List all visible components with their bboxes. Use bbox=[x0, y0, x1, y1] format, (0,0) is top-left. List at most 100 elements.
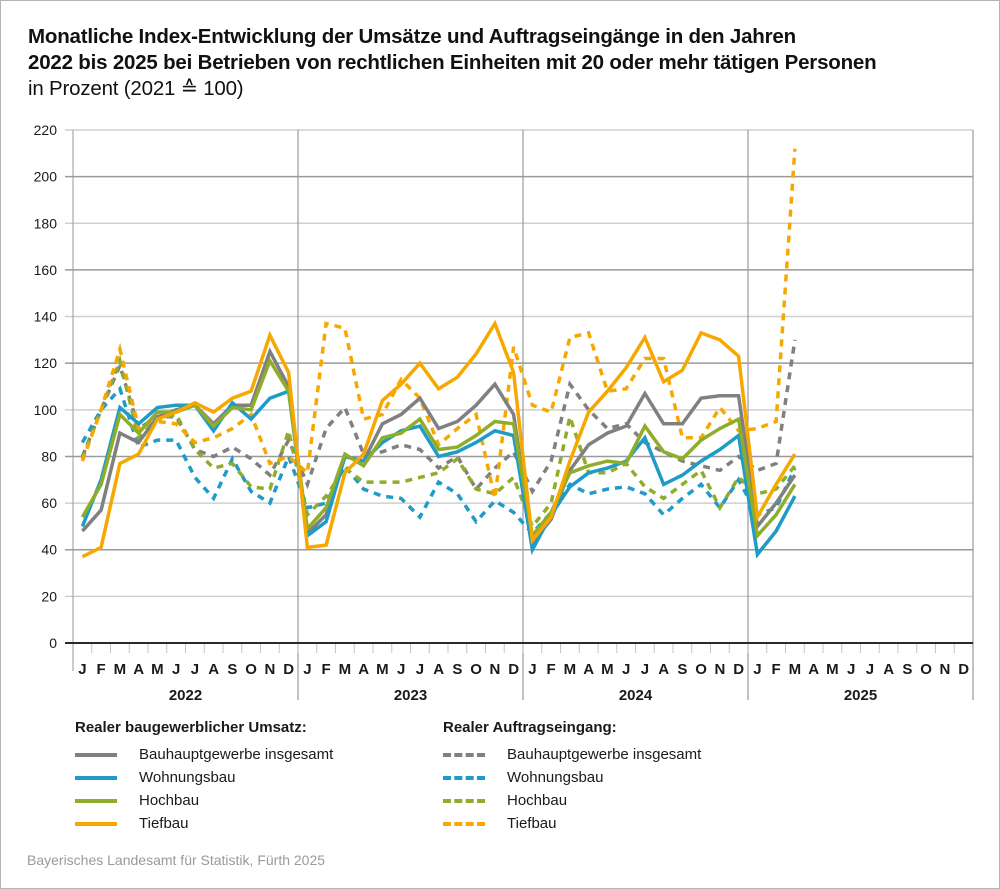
legend-item: Wohnungsbau bbox=[75, 766, 333, 789]
x-tick-label: A bbox=[583, 661, 594, 678]
legend-umsatz: Realer baugewerblicher Umsatz: Bauhauptg… bbox=[75, 718, 333, 835]
x-tick-label: A bbox=[433, 661, 444, 678]
legend-item: Tiefbau bbox=[75, 812, 333, 835]
legend-item: Bauhauptgewerbe insgesamt bbox=[443, 743, 701, 766]
x-tick-label: M bbox=[151, 661, 164, 678]
y-tick-label: 180 bbox=[34, 215, 58, 231]
legend-swatch-solid-gray bbox=[75, 752, 117, 757]
x-tick-label: A bbox=[358, 661, 369, 678]
legend-label: Wohnungsbau bbox=[139, 769, 236, 786]
legend-label: Hochbau bbox=[139, 792, 200, 809]
x-tick-label: N bbox=[264, 661, 275, 678]
y-tick-label: 140 bbox=[34, 309, 58, 325]
y-tick-label: 0 bbox=[49, 635, 57, 651]
x-tick-label: O bbox=[245, 661, 257, 678]
title-line-1: Monatliche Index-Entwicklung der Umsätze… bbox=[28, 25, 796, 48]
x-tick-label: N bbox=[939, 661, 950, 678]
x-tick-label: D bbox=[958, 661, 969, 678]
legend-swatch-solid-orange bbox=[75, 821, 117, 826]
legend-item: Hochbau bbox=[75, 789, 333, 812]
title-line-2: 2022 bis 2025 bei Betrieben von rechtlic… bbox=[28, 51, 877, 74]
x-tick-label: J bbox=[753, 661, 761, 678]
x-tick-label: F bbox=[322, 661, 331, 678]
x-tick-label: J bbox=[303, 661, 311, 678]
x-tick-label: F bbox=[97, 661, 106, 678]
series-line bbox=[80, 385, 797, 537]
source-note: Bayerisches Landesamt für Statistik, Für… bbox=[27, 852, 326, 868]
x-tick-label: D bbox=[733, 661, 744, 678]
y-tick-label: 120 bbox=[34, 355, 58, 371]
x-tick-label: O bbox=[695, 661, 707, 678]
x-tick-label: F bbox=[772, 661, 781, 678]
x-tick-label: O bbox=[470, 661, 482, 678]
x-tick-label: A bbox=[208, 661, 219, 678]
x-tick-label: M bbox=[789, 661, 802, 678]
x-tick-label: A bbox=[808, 661, 819, 678]
x-tick-label: S bbox=[452, 661, 462, 678]
legend-item: Tiefbau bbox=[443, 812, 701, 835]
year-label: 2024 bbox=[619, 687, 653, 704]
y-tick-label: 160 bbox=[34, 262, 58, 278]
x-tick-label: M bbox=[114, 661, 127, 678]
x-tick-label: M bbox=[826, 661, 839, 678]
series-line bbox=[80, 148, 797, 499]
y-tick-label: 200 bbox=[34, 169, 58, 185]
x-tick-label: J bbox=[78, 661, 86, 678]
legend-swatch-dashed-orange bbox=[443, 821, 485, 826]
x-tick-label: J bbox=[641, 661, 649, 678]
x-tick-label: S bbox=[677, 661, 687, 678]
legend-item: Wohnungsbau bbox=[443, 766, 701, 789]
series-line bbox=[81, 319, 797, 559]
x-tick-label: A bbox=[883, 661, 894, 678]
x-tick-label: A bbox=[658, 661, 669, 678]
title-subtitle: in Prozent (2021 ≙ 100) bbox=[28, 77, 244, 100]
y-tick-label: 80 bbox=[41, 448, 57, 464]
x-tick-label: D bbox=[283, 661, 294, 678]
legend-swatch-solid-blue bbox=[75, 775, 117, 780]
legend-swatch-dashed-blue bbox=[443, 775, 485, 780]
legend-label: Hochbau bbox=[507, 792, 568, 809]
x-tick-label: J bbox=[622, 661, 630, 678]
x-tick-label: F bbox=[547, 661, 556, 678]
legend-item: Hochbau bbox=[443, 789, 701, 812]
x-tick-label: M bbox=[376, 661, 389, 678]
x-tick-label: N bbox=[489, 661, 500, 678]
x-tick-label: J bbox=[397, 661, 405, 678]
x-tick-label: S bbox=[227, 661, 237, 678]
x-tick-label: D bbox=[508, 661, 519, 678]
legend-swatch-dashed-green bbox=[443, 798, 485, 803]
series-line bbox=[80, 356, 797, 540]
year-label: 2023 bbox=[394, 687, 427, 704]
y-tick-label: 60 bbox=[41, 495, 57, 511]
x-tick-label: J bbox=[416, 661, 424, 678]
legend-auftrag: Realer Auftragseingang: Bauhauptgewerbe … bbox=[443, 718, 701, 835]
legend-label: Tiefbau bbox=[507, 815, 557, 832]
legend-label: Bauhauptgewerbe insgesamt bbox=[139, 746, 334, 763]
legend-label: Wohnungsbau bbox=[507, 769, 604, 786]
chart-title: Monatliche Index-Entwicklung der Umsätze… bbox=[28, 24, 877, 102]
y-tick-label: 20 bbox=[41, 588, 57, 604]
year-label: 2022 bbox=[169, 687, 202, 704]
x-tick-label: O bbox=[920, 661, 932, 678]
x-tick-label: J bbox=[172, 661, 180, 678]
legend-item: Bauhauptgewerbe insgesamt bbox=[75, 743, 333, 766]
legend-swatch-solid-green bbox=[75, 798, 117, 803]
x-tick-label: M bbox=[339, 661, 352, 678]
x-tick-label: A bbox=[133, 661, 144, 678]
legend-label: Tiefbau bbox=[139, 815, 189, 832]
x-tick-label: J bbox=[866, 661, 874, 678]
x-tick-label: M bbox=[601, 661, 614, 678]
series-line bbox=[80, 354, 797, 530]
legend-swatch-dashed-gray bbox=[443, 752, 485, 757]
legend-auftrag-header: Realer Auftragseingang: bbox=[443, 719, 617, 736]
year-label: 2025 bbox=[844, 687, 877, 704]
legend-label: Bauhauptgewerbe insgesamt bbox=[507, 746, 702, 763]
x-tick-label: N bbox=[714, 661, 725, 678]
x-tick-label: J bbox=[191, 661, 199, 678]
y-tick-label: 100 bbox=[34, 402, 58, 418]
y-tick-label: 40 bbox=[41, 542, 57, 558]
x-tick-label: J bbox=[847, 661, 855, 678]
series-line bbox=[80, 339, 797, 496]
x-tick-label: S bbox=[902, 661, 912, 678]
